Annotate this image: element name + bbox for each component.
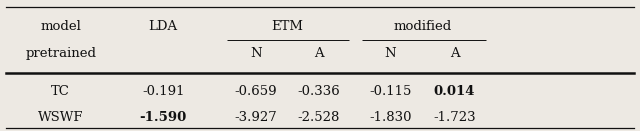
Text: TC: TC: [51, 84, 70, 98]
Text: -0.115: -0.115: [369, 84, 412, 98]
Text: -3.927: -3.927: [235, 111, 277, 124]
Text: 0.014: 0.014: [434, 84, 475, 98]
Text: -1.590: -1.590: [140, 111, 187, 124]
Text: pretrained: pretrained: [26, 47, 96, 60]
Text: -0.191: -0.191: [142, 84, 184, 98]
Text: -1.723: -1.723: [433, 111, 476, 124]
Text: N: N: [250, 47, 262, 60]
Text: -0.659: -0.659: [235, 84, 277, 98]
Text: A: A: [314, 47, 324, 60]
Text: -0.336: -0.336: [298, 84, 340, 98]
Text: modified: modified: [393, 20, 452, 33]
Text: -1.830: -1.830: [369, 111, 412, 124]
Text: A: A: [449, 47, 460, 60]
Text: N: N: [385, 47, 396, 60]
Text: LDA: LDA: [148, 20, 178, 33]
Text: WSWF: WSWF: [38, 111, 84, 124]
Text: ETM: ETM: [271, 20, 303, 33]
Text: -2.528: -2.528: [298, 111, 340, 124]
Text: model: model: [40, 20, 81, 33]
